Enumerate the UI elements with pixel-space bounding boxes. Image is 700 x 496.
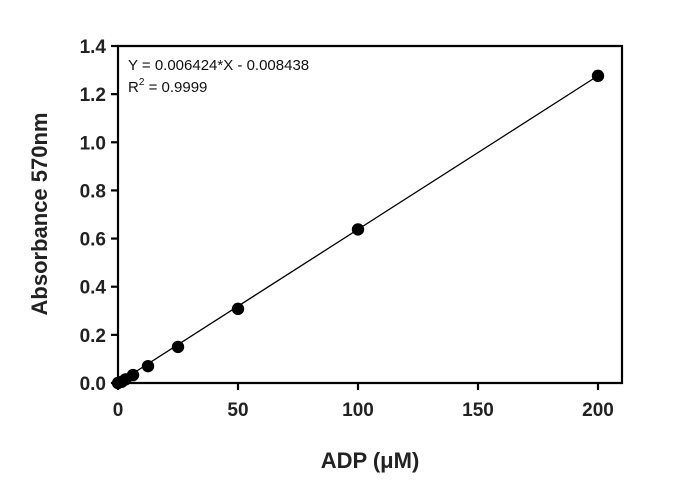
y-tick-label: 0.0	[80, 374, 106, 395]
y-axis-title: Absorbance 570nm	[27, 113, 52, 316]
y-tick-label: 0.2	[80, 326, 106, 347]
y-tick-label: 0.8	[80, 181, 106, 202]
data-point	[231, 302, 245, 316]
x-tick-label: 0	[113, 400, 124, 421]
plot-area	[111, 69, 605, 390]
y-tick-label: 0.6	[80, 230, 106, 251]
y-tick-label: 0.4	[80, 278, 107, 299]
r-squared: R2 = 0.9999	[128, 77, 207, 96]
plot-frame	[116, 44, 624, 385]
data-points	[111, 69, 605, 390]
x-axis-title: ADP (μM)	[321, 448, 420, 473]
y-axis-ticks: 0.0 0.2 0.4 0.6 0.8 1.0 1.2 1.4	[80, 37, 118, 395]
x-tick-label: 200	[582, 400, 614, 421]
fit-equation: Y = 0.006424*X - 0.008438	[128, 57, 309, 74]
y-tick-label: 1.2	[80, 85, 106, 106]
data-point	[591, 69, 605, 83]
x-tick-label: 150	[462, 400, 494, 421]
x-axis-ticks: 0 50 100 150 200	[113, 383, 614, 421]
x-tick-label: 100	[342, 400, 374, 421]
data-point	[171, 340, 185, 354]
y-tick-label: 1.4	[80, 37, 107, 58]
data-point	[141, 359, 155, 373]
axes: 0 50 100 150 200 0.0 0.2 0.4 0.6 0.8 1.0 1.2 1.4	[80, 37, 624, 421]
y-tick-label: 1.0	[80, 133, 106, 154]
x-tick-label: 50	[227, 400, 248, 421]
data-point	[126, 368, 140, 382]
data-point	[351, 223, 365, 236]
